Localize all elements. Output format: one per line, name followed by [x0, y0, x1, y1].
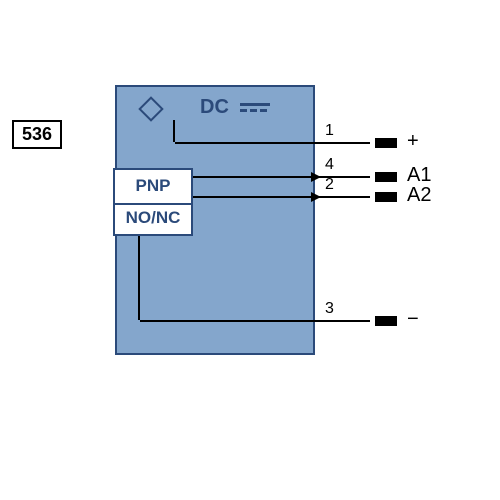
terminal-4 [375, 172, 397, 182]
divider [115, 203, 191, 205]
wire-4 [193, 176, 370, 178]
arrow-4 [311, 172, 321, 182]
wire-3 [140, 320, 370, 322]
terminal-label-3: − [407, 308, 419, 331]
diagram-id: 536 [22, 124, 52, 144]
arrow-2 [311, 192, 321, 202]
wire-number-1: 1 [325, 122, 334, 140]
dc-symbol-icon [240, 103, 270, 112]
wire-number-4: 4 [325, 156, 334, 174]
wire-stub-3 [138, 236, 140, 320]
dc-label: DC [200, 96, 229, 119]
terminal-1 [375, 138, 397, 148]
terminal-3 [375, 316, 397, 326]
wire-number-2: 2 [325, 176, 334, 194]
wire-1 [175, 142, 370, 144]
pnp-label: PNP [115, 176, 191, 196]
terminal-label-2: A2 [407, 184, 431, 207]
output-type-box: PNP NO/NC [113, 168, 193, 236]
wire-2 [193, 196, 370, 198]
wire-stub-1 [173, 120, 175, 142]
terminal-label-1: + [407, 130, 419, 153]
wire-number-3: 3 [325, 300, 334, 318]
diagram-id-box: 536 [12, 120, 62, 149]
nonc-label: NO/NC [115, 208, 191, 228]
wiring-diagram: 536 DC PNP NO/NC 1+4A12A23− [0, 0, 500, 500]
terminal-2 [375, 192, 397, 202]
